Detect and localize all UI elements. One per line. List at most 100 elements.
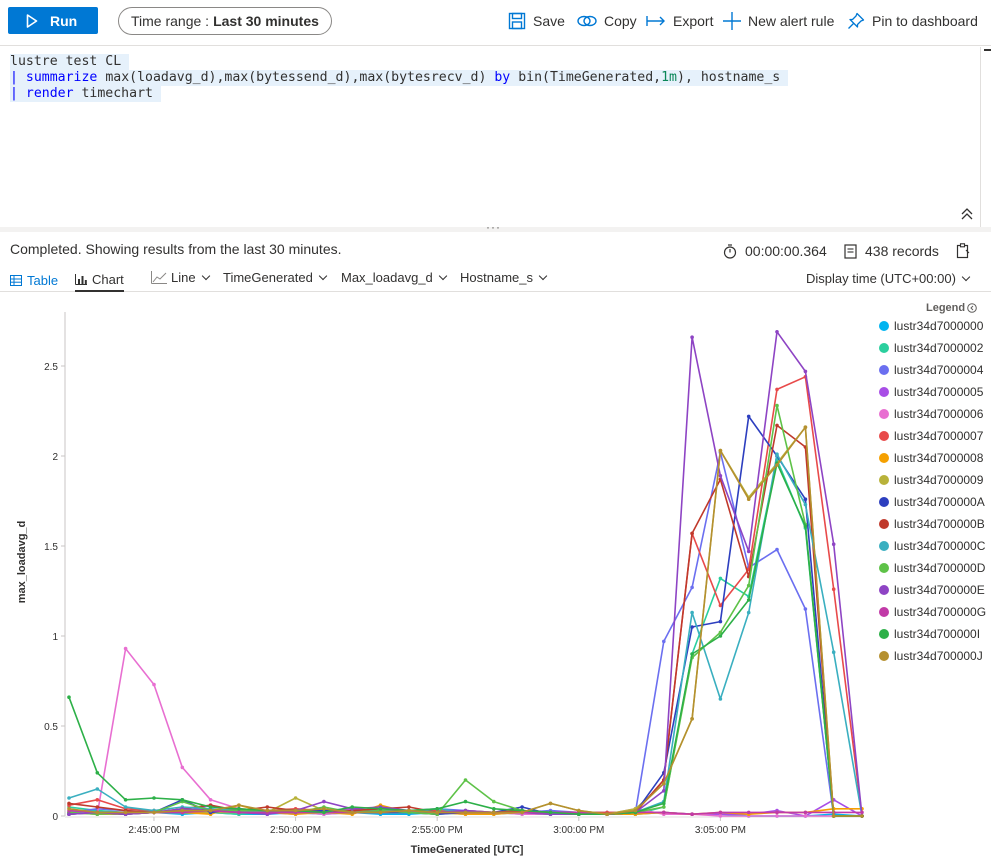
y-axis-dropdown[interactable]: Max_loadavg_d (341, 270, 448, 285)
legend-item[interactable]: lustr34d7000007 (879, 429, 983, 443)
series-lustr34d7000009[interactable] (67, 425, 864, 818)
chevron-down-icon (961, 272, 971, 281)
data-point (746, 414, 751, 419)
data-point (67, 807, 71, 811)
data-point (378, 807, 383, 811)
copy-button[interactable]: Copy (577, 10, 637, 32)
series-lustr34d7000002[interactable] (67, 457, 864, 818)
chart-type-dropdown[interactable]: Line (151, 270, 210, 285)
legend-toggle[interactable]: Legend (926, 302, 977, 314)
run-button[interactable]: Run (8, 7, 98, 34)
editor-results-splitter[interactable] (0, 227, 991, 232)
legend-color-dot (879, 629, 889, 639)
y-tick-label: 0 (52, 812, 58, 823)
series-line (68, 451, 862, 817)
collapse-editor-icon[interactable] (960, 207, 974, 221)
legend-label: lustr34d7000004 (894, 363, 984, 377)
series-lustr34d700000A[interactable] (67, 414, 864, 818)
legend-item[interactable]: lustr34d7000006 (879, 407, 983, 421)
copy-results-icon[interactable] (956, 243, 970, 259)
legend-item[interactable]: lustr34d700000G (879, 605, 986, 619)
tab-table[interactable]: Table (10, 269, 58, 292)
legend-item[interactable]: lustr34d7000004 (879, 363, 983, 377)
legend-color-dot (879, 453, 889, 463)
query-line-1: lustre test CL (10, 54, 130, 70)
legend-item[interactable]: lustr34d700000C (879, 539, 985, 553)
save-button[interactable]: Save (508, 10, 565, 32)
legend-color-dot (879, 321, 889, 331)
data-point (718, 576, 723, 581)
pin-to-dashboard-button[interactable]: Pin to dashboard (847, 10, 978, 32)
data-point (407, 808, 411, 813)
series-lustr34d7000007[interactable] (67, 375, 864, 818)
new-alert-rule-button[interactable]: New alert rule (723, 10, 834, 32)
data-point (435, 807, 440, 811)
y-tick-label: 2.5 (44, 362, 58, 373)
series-lustr34d7000006[interactable] (67, 646, 864, 818)
series-lustr34d700000J[interactable] (67, 425, 864, 818)
series-line (68, 330, 863, 817)
series-line (68, 415, 862, 817)
legend-label: lustr34d7000000 (894, 319, 984, 333)
data-point (803, 607, 808, 611)
legend-label: lustr34d700000E (894, 583, 985, 597)
data-point (746, 549, 751, 554)
record-count-value: 438 records (865, 243, 939, 259)
legend-item[interactable]: lustr34d700000D (879, 561, 985, 575)
series-lustr34d700000C[interactable] (67, 452, 864, 818)
legend-item[interactable]: lustr34d700000A (879, 495, 985, 509)
legend-item[interactable]: lustr34d700000B (879, 517, 985, 531)
x-axis-dropdown[interactable]: TimeGenerated (223, 270, 328, 285)
data-point (520, 805, 524, 809)
pin-icon (848, 12, 865, 29)
data-point (831, 587, 836, 591)
data-point (95, 787, 100, 791)
export-button[interactable]: Export (646, 10, 713, 32)
series-lustr34d700000D[interactable] (67, 403, 864, 818)
legend-color-dot (879, 563, 889, 573)
save-icon (508, 12, 526, 30)
legend-item[interactable]: lustr34d700000E (879, 583, 985, 597)
legend-item[interactable]: lustr34d7000008 (879, 451, 983, 465)
splitter-handle-icon[interactable]: ··· (486, 220, 501, 234)
display-time-dropdown[interactable]: Display time (UTC+00:00) (806, 271, 971, 286)
data-point (803, 814, 808, 818)
legend-item[interactable]: lustr34d7000009 (879, 473, 983, 487)
query-duration: 00:00:00.364 (723, 243, 827, 259)
data-point (690, 531, 694, 536)
y-tick-label: 1 (52, 632, 58, 643)
data-point (662, 781, 666, 786)
data-point (775, 403, 779, 408)
data-point (180, 808, 185, 813)
time-range-picker[interactable]: Time range : Last 30 minutes (118, 7, 332, 35)
y-axis-value: Max_loadavg_d (341, 270, 433, 285)
legend-color-dot (879, 607, 889, 617)
data-point (492, 810, 496, 815)
legend-item[interactable]: lustr34d700000J (879, 649, 983, 663)
editor-scrollbar[interactable] (980, 47, 991, 227)
x-tick-label: 3:05:00 PM (695, 825, 746, 836)
legend-item[interactable]: lustr34d7000005 (879, 385, 983, 399)
legend-color-dot (879, 497, 889, 507)
data-point (746, 583, 751, 588)
tab-chart[interactable]: Chart (75, 269, 124, 292)
data-point (463, 810, 468, 815)
legend-item[interactable]: lustr34d7000000 (879, 319, 983, 333)
data-point (180, 765, 185, 770)
legend-item[interactable]: lustr34d7000002 (879, 341, 983, 355)
results-view-bar: Table Chart Line TimeGenerated Max_loada… (0, 266, 991, 292)
split-by-dropdown[interactable]: Hostname_s (460, 270, 548, 285)
legend-label: lustr34d700000B (894, 517, 985, 531)
data-point (662, 805, 666, 809)
data-point (803, 369, 808, 374)
data-point (746, 598, 751, 602)
query-editor[interactable]: lustre test CL | summarize max(loadavg_d… (0, 47, 980, 227)
data-point (95, 771, 100, 775)
series-lustr34d700000B[interactable] (67, 423, 864, 818)
series-line (68, 426, 862, 817)
series-lustr34d700000I[interactable] (67, 461, 864, 818)
series-lustr34d7000004[interactable] (67, 450, 864, 818)
data-point (322, 810, 326, 815)
legend-item[interactable]: lustr34d700000I (879, 627, 980, 641)
data-point (95, 810, 100, 815)
